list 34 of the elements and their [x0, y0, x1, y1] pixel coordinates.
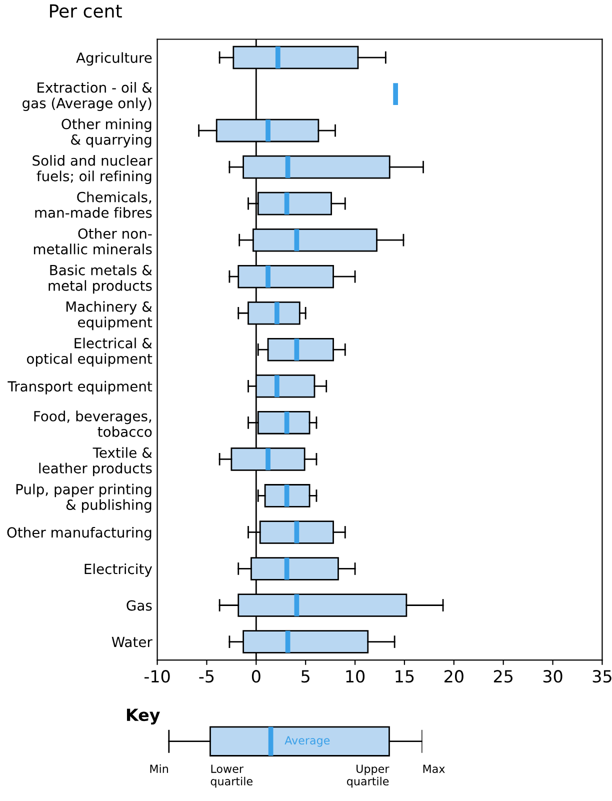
x-tick-label: 20	[444, 670, 464, 683]
y-tick-label: Machinery & equipment	[66, 301, 152, 330]
text: Lower quartile	[210, 764, 252, 788]
y-tick-label: Water	[112, 636, 152, 648]
text: Min	[150, 764, 168, 773]
x-tick-label: 35	[592, 670, 612, 683]
y-tick-label: Agriculture	[76, 52, 152, 66]
y-tick-label: Solid and nuclear fuels; oil refining	[32, 155, 152, 184]
x-tick-label: -5	[199, 670, 214, 683]
y-tick-label: Other mining & quarrying	[62, 118, 152, 148]
x-tick-label: 10	[346, 670, 365, 683]
x-tick-label: 5	[302, 670, 310, 683]
x-axis-title: Per cent	[50, 4, 122, 18]
text: Key	[126, 708, 160, 724]
y-tick-label: Chemicals, man-made fibres	[35, 192, 152, 218]
x-tick-label: 30	[543, 670, 562, 683]
y-tick-label: Textile & leather products	[39, 447, 152, 476]
y-tick-label: Food, beverages, tobacco	[34, 410, 152, 437]
y-tick-label: Electrical & optical equipment	[26, 338, 152, 367]
y-tick-label: Electricity	[84, 563, 152, 577]
y-tick-label: Gas	[126, 600, 152, 611]
y-tick-label: Other non- metallic minerals	[34, 228, 152, 254]
y-tick-label: Transport equipment	[8, 380, 152, 394]
y-tick-label: Extraction - oil & gas (Average only)	[22, 82, 152, 112]
text: Upper quartile	[347, 764, 390, 788]
x-tick-label: 25	[494, 670, 512, 683]
y-tick-label: Pulp, paper printing & publishing	[16, 484, 152, 513]
text: Average	[284, 736, 330, 747]
y-tick-label: Basic metals & metal products	[48, 264, 152, 294]
y-tick-label: Other manufacturing	[7, 526, 152, 540]
text: Max	[423, 764, 445, 773]
x-tick-label: 15	[396, 670, 414, 683]
x-tick-label: -10	[144, 670, 170, 683]
x-tick-label: 0	[252, 670, 260, 683]
